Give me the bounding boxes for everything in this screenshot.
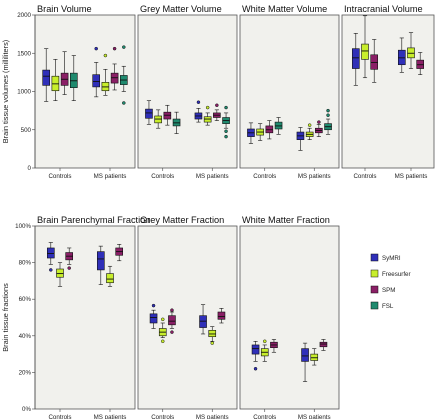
legend-swatch bbox=[370, 285, 379, 294]
outlier-point bbox=[94, 46, 98, 51]
panel-frame bbox=[239, 14, 340, 169]
y-tick-label: 20% bbox=[19, 369, 32, 376]
y-tick-label: 500 bbox=[21, 127, 32, 134]
panel-frame bbox=[34, 14, 136, 169]
axes bbox=[32, 14, 412, 412]
outlier-point bbox=[151, 303, 156, 308]
box bbox=[301, 348, 309, 362]
y-tick-label: 2000 bbox=[17, 12, 31, 19]
x-tick-label: MS patients bbox=[94, 414, 127, 419]
outlier-point bbox=[224, 129, 228, 134]
outlier-point bbox=[112, 46, 117, 51]
box bbox=[217, 311, 226, 320]
x-tick-label: MS patients bbox=[298, 414, 331, 419]
box bbox=[168, 315, 176, 326]
box bbox=[351, 48, 360, 69]
y-tick-label: 100% bbox=[15, 223, 31, 230]
panel-title: Grey Matter Volume bbox=[140, 4, 222, 14]
y-axis-title: Brain tissue volumes (milliliters) bbox=[1, 40, 10, 144]
box bbox=[56, 268, 64, 278]
outlier-point bbox=[49, 268, 53, 272]
y-tick-label: 60% bbox=[19, 296, 32, 303]
outlier-point bbox=[122, 101, 126, 105]
outlier-point bbox=[161, 339, 165, 344]
x-tick-label: MS patients bbox=[94, 173, 127, 180]
x-tick-label: Controls bbox=[253, 414, 276, 419]
panel-title: White Matter Fraction bbox=[242, 215, 330, 225]
panel-frame bbox=[137, 14, 238, 169]
y-tick-label: 0% bbox=[22, 406, 31, 413]
y-tick-label: 1000 bbox=[17, 89, 31, 96]
outlier-point bbox=[326, 108, 330, 113]
legend: SyMRI Freesurfer SPM FSL bbox=[370, 253, 411, 310]
legend-label: SyMRI bbox=[382, 255, 401, 262]
panel-frame bbox=[239, 225, 340, 410]
legend-label: FSL bbox=[382, 303, 394, 310]
outlier-point bbox=[263, 339, 267, 344]
box bbox=[106, 273, 114, 284]
x-tick-label: MS patients bbox=[298, 173, 331, 180]
panel-title: Brain Parenchymal Fraction bbox=[37, 215, 150, 225]
outlier-point bbox=[326, 113, 330, 117]
chart-text: 0 500 1000 1500 2000 Brain tissue volumes (mi… bbox=[1, 4, 427, 419]
panel-title: Brain Volume bbox=[37, 4, 92, 14]
x-tick-label: Controls bbox=[48, 173, 71, 180]
box bbox=[46, 247, 55, 259]
box bbox=[97, 251, 105, 271]
outlier-point bbox=[196, 100, 201, 104]
outlier-point bbox=[170, 308, 174, 312]
x-tick-label: Controls bbox=[151, 173, 174, 180]
box bbox=[145, 108, 153, 119]
box bbox=[310, 353, 319, 361]
y-axis-title: Brain tissue fractions bbox=[1, 283, 10, 352]
box bbox=[199, 315, 207, 328]
box bbox=[42, 69, 51, 86]
panel-title: Intracranial Volume bbox=[344, 4, 423, 14]
panel-title: White Matter Volume bbox=[242, 4, 327, 14]
outlier-point bbox=[103, 53, 108, 58]
panel-title: Grey Matter Fraction bbox=[140, 215, 224, 225]
legend-label: SPM bbox=[382, 287, 395, 294]
box bbox=[319, 341, 328, 348]
y-tick-label: 1500 bbox=[17, 50, 31, 57]
box bbox=[251, 344, 260, 355]
legend-swatch bbox=[370, 301, 379, 310]
x-tick-label: Controls bbox=[151, 414, 174, 419]
box bbox=[149, 313, 158, 324]
x-tick-label: MS patients bbox=[196, 414, 229, 419]
box bbox=[361, 43, 369, 60]
outlier-point bbox=[253, 366, 258, 371]
y-tick-label: 0 bbox=[28, 165, 32, 172]
outlier-point bbox=[67, 266, 71, 270]
outlier-point bbox=[205, 105, 210, 110]
chart-marks bbox=[42, 15, 425, 382]
outlier-point bbox=[161, 317, 165, 322]
legend-swatch bbox=[370, 269, 379, 278]
y-tick-label: 80% bbox=[19, 260, 32, 267]
x-tick-label: MS patients bbox=[196, 173, 229, 180]
legend-swatch bbox=[370, 253, 379, 262]
outlier-point bbox=[122, 45, 126, 49]
outlier-point bbox=[215, 103, 219, 108]
outlier-point bbox=[224, 134, 228, 139]
panel-frame bbox=[341, 14, 435, 169]
x-tick-label: Controls bbox=[253, 173, 276, 180]
x-tick-label: MS patients bbox=[395, 173, 428, 180]
x-tick-label: Controls bbox=[48, 414, 71, 419]
outlier-point bbox=[170, 330, 174, 334]
outlier-point bbox=[317, 120, 321, 124]
box bbox=[208, 330, 217, 338]
outlier-point bbox=[210, 341, 214, 345]
box bbox=[92, 74, 100, 88]
x-tick-label: Controls bbox=[353, 173, 376, 180]
outlier-point bbox=[307, 123, 312, 127]
legend-label: Freesurfer bbox=[382, 271, 411, 278]
y-tick-label: 40% bbox=[19, 333, 32, 340]
outlier-point bbox=[224, 105, 228, 110]
